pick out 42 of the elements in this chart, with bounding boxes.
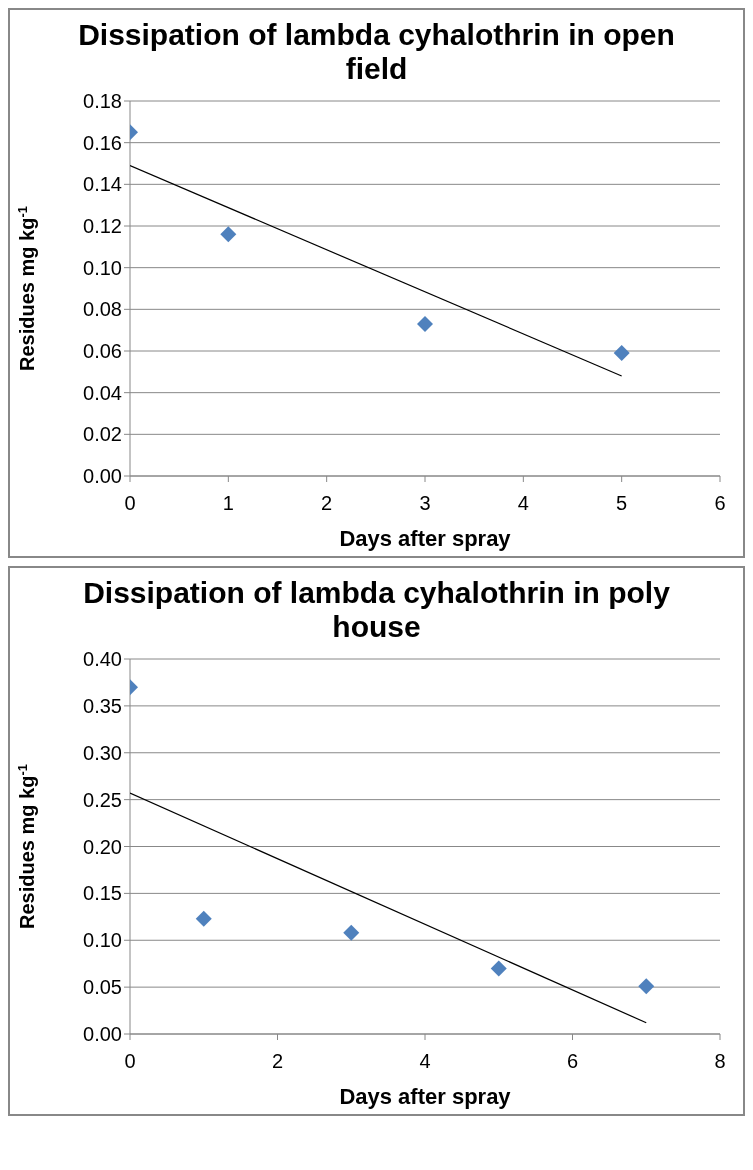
x-tick-label: 8	[714, 1050, 726, 1073]
chart-title: Dissipation of lambda cyhalothrin in open field	[77, 17, 676, 86]
x-tick-label: 0	[124, 492, 136, 515]
y-tick-label: 0.20	[83, 835, 122, 858]
y-tick-label: 0.14	[83, 173, 122, 196]
x-tick-label: 4	[517, 492, 529, 515]
x-tick-label: 3	[419, 492, 431, 515]
x-tick-label: 2	[321, 492, 333, 515]
x-axis-title: Days after spray	[339, 526, 512, 551]
y-tick-label: 0.00	[83, 1023, 122, 1046]
point	[220, 226, 237, 243]
y-tick-label: 0.18	[83, 90, 122, 113]
y-tick-label: 0.10	[83, 929, 122, 952]
y-tick-label: 0.10	[83, 256, 122, 279]
x-tick-label: 0	[124, 1050, 136, 1073]
point	[490, 960, 507, 977]
y-tick-label: 0.16	[83, 131, 122, 154]
y-tick-label: 0.04	[83, 381, 122, 404]
point	[417, 315, 433, 332]
x-axis-title: Days after spray	[339, 1084, 512, 1109]
point	[195, 910, 212, 927]
y-tick-label: 0.08	[83, 298, 122, 321]
chart-title: Dissipation of lambda cyhalothrin in poly house	[82, 575, 671, 644]
point	[613, 345, 630, 362]
y-tick-label: 0.06	[83, 340, 122, 363]
y-tick-label: 0.05	[83, 976, 122, 999]
y-tick-label: 0.12	[83, 215, 122, 238]
x-tick-label: 1	[222, 492, 234, 515]
y-tick-label: 0.02	[83, 423, 122, 446]
y-tick-label: 0.15	[83, 882, 122, 905]
point	[638, 978, 655, 995]
y-tick-label: 0.25	[83, 788, 122, 811]
point	[343, 924, 360, 941]
x-tick-label: 5	[616, 492, 628, 515]
x-tick-label: 6	[714, 492, 726, 515]
y-tick-label: 0.30	[83, 741, 122, 764]
y-tick-label: 0.35	[83, 694, 122, 717]
y-tick-label: 0.00	[83, 465, 122, 488]
x-tick-label: 2	[271, 1050, 284, 1073]
y-tick-label: 0.40	[83, 648, 122, 671]
x-tick-label: 4	[419, 1050, 431, 1073]
x-tick-label: 6	[566, 1050, 579, 1073]
